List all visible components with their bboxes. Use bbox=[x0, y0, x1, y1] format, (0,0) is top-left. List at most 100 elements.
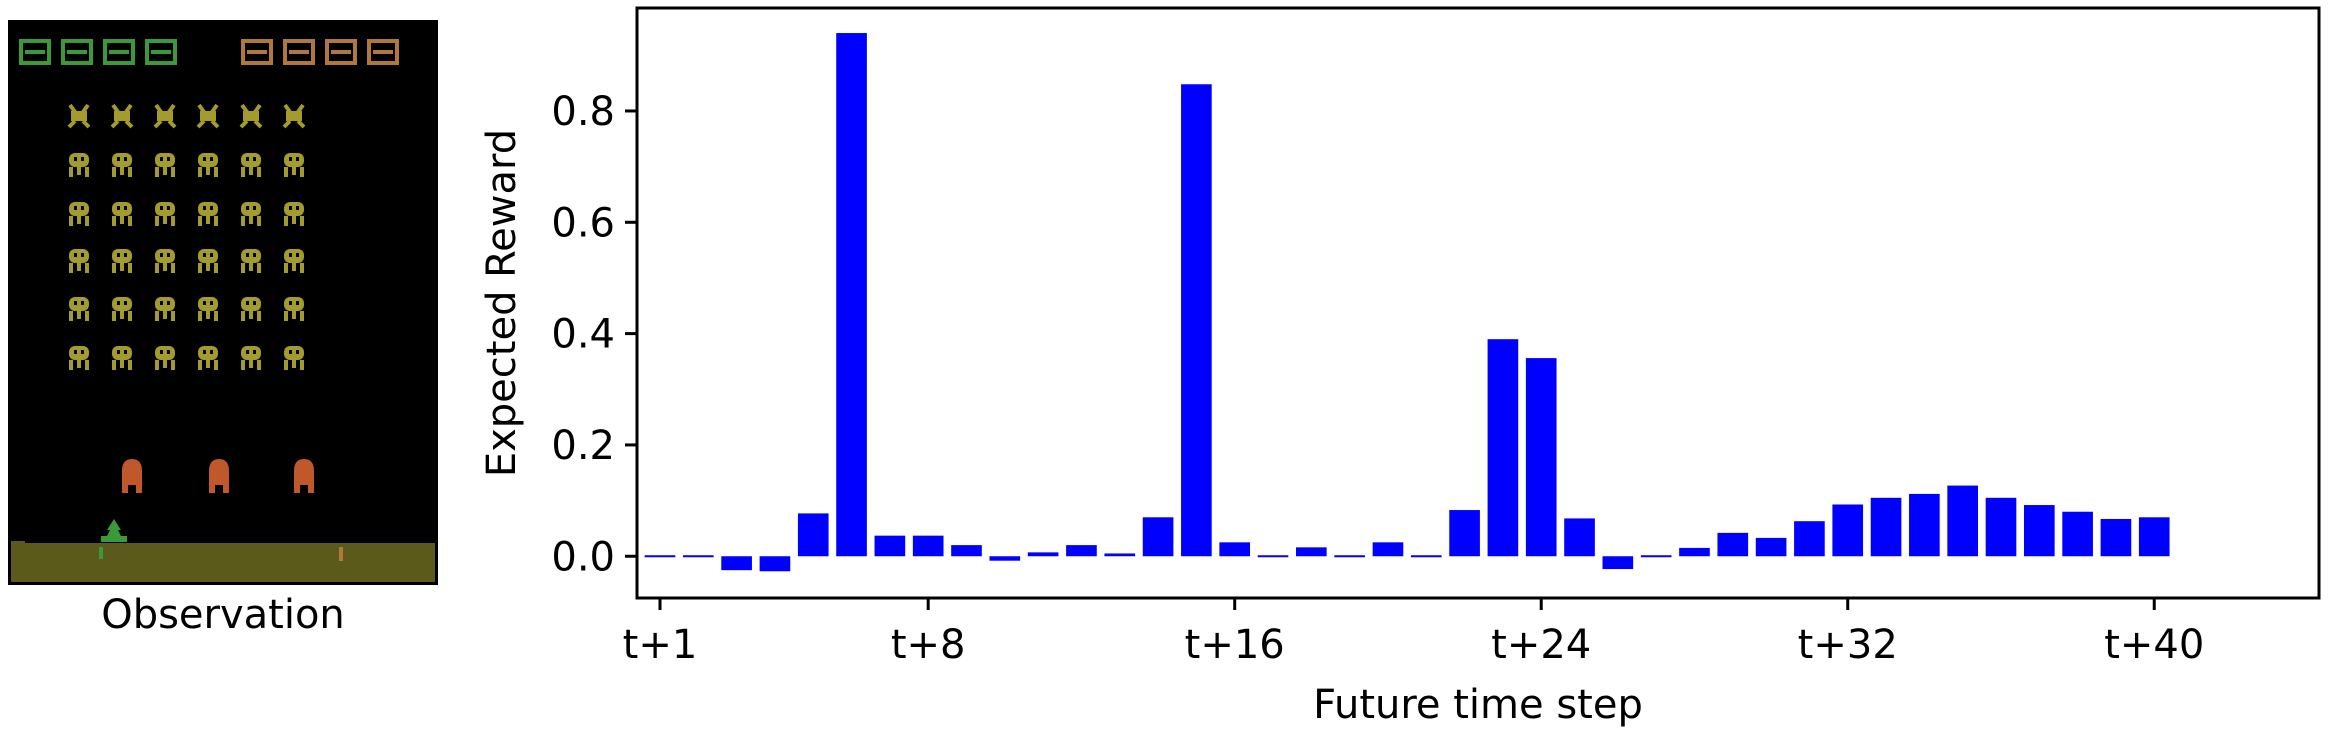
invader-legs bbox=[196, 119, 220, 129]
invader-head bbox=[112, 153, 132, 167]
y-tick-label: 0.4 bbox=[551, 312, 615, 358]
bar-t+17 bbox=[1257, 555, 1289, 558]
bar-t+28 bbox=[1679, 547, 1710, 557]
invader-leg bbox=[300, 216, 304, 226]
invader-leg bbox=[128, 216, 132, 226]
invader-leg bbox=[155, 311, 159, 321]
invader-leg bbox=[128, 167, 132, 177]
invader-antenna bbox=[197, 103, 219, 114]
invader-eye bbox=[210, 157, 213, 161]
y-ticks-group: 0.0 0.2 0.4 0.6 0.8 bbox=[551, 89, 637, 580]
invader-head bbox=[241, 297, 261, 311]
invader-sprite bbox=[69, 297, 89, 321]
invader-legs bbox=[67, 119, 91, 129]
invader-head bbox=[284, 346, 304, 360]
invader-eye bbox=[74, 301, 77, 305]
invader-sprite bbox=[284, 202, 304, 226]
invader-leg bbox=[241, 216, 245, 226]
invader-sprite bbox=[284, 346, 304, 370]
invader-head bbox=[241, 202, 261, 216]
invader-leg bbox=[284, 263, 288, 273]
invader-antenna bbox=[240, 103, 262, 114]
invader-sprite bbox=[153, 103, 177, 129]
invader-eye bbox=[253, 206, 256, 210]
invader-eye bbox=[253, 350, 256, 354]
invader-eye bbox=[246, 301, 249, 305]
invader-leg bbox=[292, 167, 296, 175]
bar-t+9 bbox=[951, 545, 982, 557]
invader-body bbox=[243, 111, 259, 121]
invader-leg bbox=[257, 311, 261, 321]
invader-leg bbox=[77, 167, 81, 175]
invader-head bbox=[198, 297, 218, 311]
invader-leg bbox=[292, 311, 296, 319]
invader-leg bbox=[171, 263, 175, 273]
invader-eye bbox=[117, 206, 120, 210]
invader-head bbox=[69, 249, 89, 263]
invader-sprite bbox=[69, 249, 89, 273]
bar-t+1 bbox=[644, 555, 676, 558]
invader-leg bbox=[77, 360, 81, 368]
invader-sprite bbox=[241, 249, 261, 273]
invader-leg bbox=[163, 167, 167, 175]
invader-head bbox=[112, 249, 132, 263]
score-right-digit bbox=[241, 39, 273, 65]
bar-t+6 bbox=[836, 33, 867, 557]
bar-t+2 bbox=[682, 555, 714, 558]
invader-eye bbox=[167, 253, 170, 257]
invader-head bbox=[112, 297, 132, 311]
invader-leg bbox=[214, 263, 218, 273]
invader-leg bbox=[112, 360, 116, 370]
invader-leg bbox=[155, 360, 159, 370]
invader-eye bbox=[74, 157, 77, 161]
invader-eye bbox=[289, 253, 292, 257]
invader-leg bbox=[69, 311, 73, 321]
invader-leg bbox=[69, 216, 73, 226]
invader-sprite bbox=[284, 297, 304, 321]
bar-t+29 bbox=[1717, 532, 1749, 557]
invader-eye bbox=[203, 253, 206, 257]
score-digit-outline bbox=[283, 39, 315, 65]
score-right-digit bbox=[367, 39, 399, 65]
score-digit-bar bbox=[247, 50, 267, 54]
invader-eye bbox=[296, 301, 299, 305]
invader-leg bbox=[249, 216, 253, 224]
invader-leg bbox=[198, 167, 202, 177]
invader-head bbox=[241, 249, 261, 263]
invader-head bbox=[241, 346, 261, 360]
invader-head bbox=[155, 297, 175, 311]
invader-eye bbox=[210, 253, 213, 257]
invader-sprite bbox=[239, 103, 263, 129]
invader-head bbox=[198, 249, 218, 263]
y-tick-label: 0.0 bbox=[551, 534, 615, 580]
plot-area bbox=[635, 6, 2321, 600]
score-digit-bar bbox=[67, 50, 87, 54]
invader-leg bbox=[214, 167, 218, 177]
player-cannon bbox=[106, 519, 122, 538]
invader-sprite bbox=[110, 103, 134, 129]
invader-eye bbox=[160, 301, 163, 305]
enemy-shot bbox=[339, 547, 343, 561]
x-tick-label: t+1 bbox=[623, 622, 698, 668]
invader-leg bbox=[120, 263, 124, 271]
invader-leg bbox=[198, 216, 202, 226]
bar-t+15 bbox=[1181, 84, 1212, 557]
score-digit-outline bbox=[325, 39, 357, 65]
invader-eye bbox=[246, 350, 249, 354]
invader-leg bbox=[171, 311, 175, 321]
invader-leg bbox=[249, 263, 253, 271]
score-digit-bar bbox=[331, 50, 351, 54]
score-digit-outline bbox=[19, 39, 51, 65]
invader-sprite bbox=[241, 346, 261, 370]
invader-eye bbox=[167, 206, 170, 210]
score-digit-bar bbox=[151, 50, 171, 54]
invader-eye bbox=[160, 253, 163, 257]
invader-leg bbox=[292, 360, 296, 368]
invader-leg bbox=[214, 311, 218, 321]
invader-body bbox=[200, 111, 216, 121]
invader-leg bbox=[171, 216, 175, 226]
invader-eye bbox=[167, 157, 170, 161]
invader-leg bbox=[284, 216, 288, 226]
invader-sprite bbox=[198, 346, 218, 370]
invader-head bbox=[198, 346, 218, 360]
